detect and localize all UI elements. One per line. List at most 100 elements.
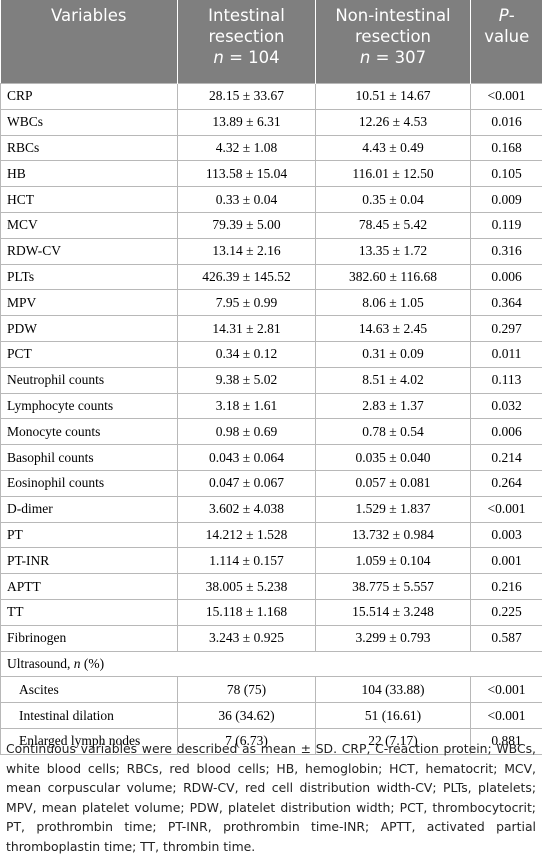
- value-cell: 0.78 ± 0.54: [315, 418, 471, 446]
- value-cell: 36 (34.62): [177, 702, 316, 729]
- value-cell: 0.113: [470, 366, 542, 394]
- value-cell: 0.216: [470, 573, 542, 600]
- row-label: MPV: [0, 289, 178, 317]
- row-label: PLTs: [0, 263, 178, 291]
- value-cell: 8.06 ± 1.05: [315, 289, 471, 317]
- value-cell: 10.51 ± 14.67: [315, 83, 471, 110]
- value-cell: 4.32 ± 1.08: [177, 134, 316, 162]
- table-row: MPV 7.95 ± 0.99 8.06 ± 1.05 0.364: [0, 289, 542, 317]
- value-cell: 0.214: [470, 444, 542, 471]
- value-cell: 0.057 ± 0.081: [315, 469, 471, 497]
- header-text: Intestinal resection: [208, 6, 285, 46]
- value-cell: 113.58 ± 15.04: [177, 160, 316, 188]
- value-cell: 1.059 ± 0.104: [315, 547, 471, 575]
- table-row: Fibrinogen 3.243 ± 0.925 3.299 ± 0.793 0.58…: [0, 624, 542, 652]
- value-cell: 28.15 ± 33.67: [177, 83, 316, 110]
- value-cell: 0.33 ± 0.04: [177, 186, 316, 213]
- table-row: CRP 28.15 ± 33.67 10.51 ± 14.67 <0.001: [0, 83, 542, 110]
- value-cell: 0.011: [470, 340, 542, 368]
- value-cell: 13.732 ± 0.984: [315, 521, 471, 549]
- value-cell: 0.587: [470, 624, 542, 652]
- value-cell: <0.001: [470, 676, 542, 704]
- table-body: CRP 28.15 ± 33.67 10.51 ± 14.67 <0.001 WBCs 1…: [0, 83, 542, 755]
- value-cell: 0.032: [470, 392, 542, 420]
- group-n: n: [73, 655, 81, 671]
- footnote: Continuous variables were described as m…: [6, 741, 536, 854]
- header-cell: Intestinal resection n = 104: [177, 0, 316, 84]
- data-table: Variables Intestinal resection n = 104 Non-…: [0, 0, 542, 755]
- value-cell: 0.043 ± 0.064: [177, 444, 316, 471]
- table-row: TT 15.118 ± 1.168 15.514 ± 3.248 0.225: [0, 598, 542, 626]
- value-cell: 14.63 ± 2.45: [315, 315, 471, 342]
- value-cell: 14.212 ± 1.528: [177, 521, 316, 549]
- value-cell: 426.39 ± 145.52: [177, 263, 316, 291]
- row-label: CRP: [0, 83, 178, 110]
- table-row: D-dimer 3.602 ± 4.038 1.529 ± 1.837 <0.001: [0, 495, 542, 523]
- value-cell: 0.225: [470, 598, 542, 626]
- value-cell: 7.95 ± 0.99: [177, 289, 316, 317]
- table-row: PT 14.212 ± 1.528 13.732 ± 0.984 0.003: [0, 521, 542, 549]
- value-cell: 15.514 ± 3.248: [315, 598, 471, 626]
- n-label: n: [213, 48, 224, 67]
- value-cell: 1.114 ± 0.157: [177, 547, 316, 575]
- table-row: Ascites 78 (75) 104 (33.88) <0.001: [0, 676, 542, 704]
- table-row: HCT 0.33 ± 0.04 0.35 ± 0.04 0.009: [0, 186, 542, 213]
- value-cell: 382.60 ± 116.68: [315, 263, 471, 291]
- value-cell: 3.18 ± 1.61: [177, 392, 316, 420]
- value-cell: 0.006: [470, 263, 542, 291]
- value-cell: 0.98 ± 0.69: [177, 418, 316, 446]
- value-cell: 0.105: [470, 160, 542, 188]
- row-label: HB: [0, 160, 178, 188]
- value-cell: <0.001: [470, 83, 542, 110]
- value-cell: 2.83 ± 1.37: [315, 392, 471, 420]
- row-label: APTT: [0, 573, 178, 600]
- value-cell: 1.529 ± 1.837: [315, 495, 471, 523]
- value-cell: <0.001: [470, 702, 542, 729]
- row-label: HCT: [0, 186, 178, 213]
- value-cell: 0.006: [470, 418, 542, 446]
- value-cell: 0.119: [470, 211, 542, 239]
- header-count: n = 307: [322, 47, 464, 68]
- value-cell: 22 (7.17): [315, 727, 471, 755]
- value-cell: 0.168: [470, 134, 542, 162]
- value-cell: 38.005 ± 5.238: [177, 573, 316, 600]
- value-cell: 79.39 ± 5.00: [177, 211, 316, 239]
- table-row: MCV 79.39 ± 5.00 78.45 ± 5.42 0.119: [0, 211, 542, 239]
- row-label: Lymphocyte counts: [0, 392, 178, 420]
- table-row: Enlarged lymph nodes 7 (6.73) 22 (7.17) 0.8…: [0, 727, 542, 755]
- table-row: Monocyte counts 0.98 ± 0.69 0.78 ± 0.54 0.0…: [0, 418, 542, 446]
- row-label: PT-INR: [0, 547, 178, 575]
- value-cell: 0.316: [470, 237, 542, 265]
- table-row: PT-INR 1.114 ± 0.157 1.059 ± 0.104 0.001: [0, 547, 542, 575]
- table-row: APTT 38.005 ± 5.238 38.775 ± 5.557 0.216: [0, 573, 542, 600]
- value-cell: 0.016: [470, 108, 542, 136]
- table-row: PCT 0.34 ± 0.12 0.31 ± 0.09 0.011: [0, 340, 542, 368]
- value-cell: 4.43 ± 0.49: [315, 134, 471, 162]
- value-cell: 15.118 ± 1.168: [177, 598, 316, 626]
- table-row: HB 113.58 ± 15.04 116.01 ± 12.50 0.105: [0, 160, 542, 188]
- table-row: Basophil counts 0.043 ± 0.064 0.035 ± 0.04…: [0, 444, 542, 471]
- value-cell: 13.14 ± 2.16: [177, 237, 316, 265]
- row-label: Basophil counts: [0, 444, 178, 471]
- row-label: Ascites: [0, 676, 178, 704]
- header-text: Variables: [51, 6, 127, 25]
- value-cell: <0.001: [470, 495, 542, 523]
- table-row: PLTs 426.39 ± 145.52 382.60 ± 116.68 0.006: [0, 263, 542, 291]
- n-value: = 104: [229, 48, 280, 67]
- table-row: PDW 14.31 ± 2.81 14.63 ± 2.45 0.297: [0, 315, 542, 342]
- row-label: D-dimer: [0, 495, 178, 523]
- row-label: WBCs: [0, 108, 178, 136]
- value-cell: 0.364: [470, 289, 542, 317]
- row-label: Enlarged lymph nodes: [0, 727, 178, 755]
- table-row: Eosinophil counts 0.047 ± 0.067 0.057 ± 0.…: [0, 469, 542, 497]
- header-count: n = 104: [184, 47, 309, 68]
- group-row: Ultrasound, n (%): [0, 650, 542, 678]
- header-cell: Variables: [0, 0, 178, 84]
- row-label: Intestinal dilation: [0, 702, 178, 729]
- value-cell: 51 (16.61): [315, 702, 471, 729]
- header-row: Variables Intestinal resection n = 104 Non-…: [0, 0, 542, 84]
- table-row: RBCs 4.32 ± 1.08 4.43 ± 0.49 0.168: [0, 134, 542, 162]
- value-cell: 0.001: [470, 547, 542, 575]
- n-label: n: [359, 48, 371, 67]
